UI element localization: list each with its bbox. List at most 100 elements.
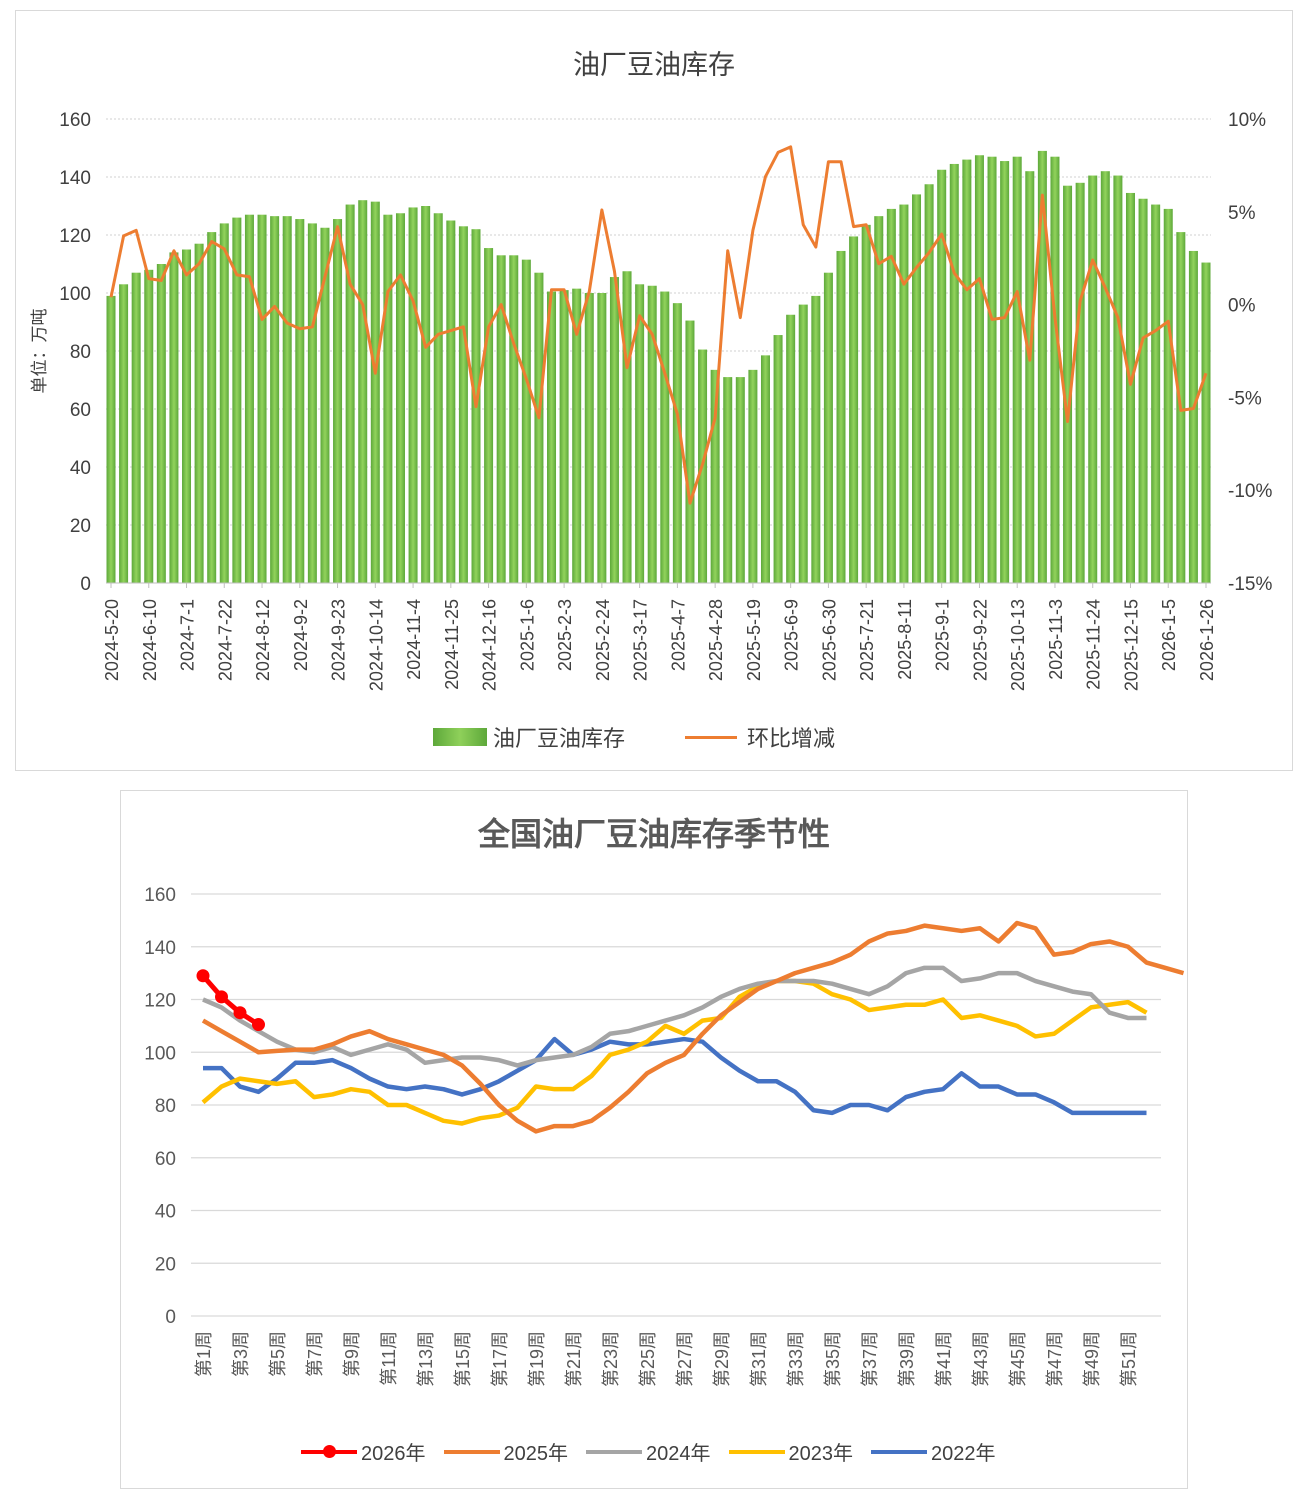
bar [509,255,519,584]
legend-swatch [586,1449,642,1454]
bar [622,271,632,583]
bar [106,295,116,583]
bar [647,285,657,583]
bar [849,236,859,583]
y2-tick-label: -10% [1228,481,1272,502]
inventory-chart-plot: 0 20 40 60 80 100 120 140 160 -15% -10% -5% 0% 5% 10% 单… [30,110,1272,691]
x-tick-label: 第27周 [675,1331,695,1387]
x-tick-label: 2024-9-2 [291,599,311,671]
x-tick-label: 第19周 [527,1331,547,1387]
bar [244,214,254,583]
bar [219,223,229,583]
x-tick-label: 2026-1-5 [1159,599,1179,671]
data-point [196,969,210,983]
legend-label: 2025年 [503,1443,569,1465]
legend-label: 2023年 [788,1443,854,1465]
bar [987,156,997,583]
bar [584,293,594,583]
y-tick-label: 20 [70,516,91,537]
bar [559,290,569,583]
legend-label: 环比增减 [747,726,836,751]
bar [912,194,922,583]
bar [119,284,129,583]
bar [358,200,368,583]
bar [773,335,783,583]
x-tick-label: 2024-6-10 [140,599,160,681]
x-tick-label: 2025-9-1 [933,599,953,671]
series-line-2026 [201,974,260,1027]
x-tick-label: 第25周 [638,1331,658,1387]
series-line-2025 [201,920,1185,1134]
bar [433,213,443,583]
y-axis-title: 单位：万吨 [30,309,49,394]
y-tick-label: 100 [144,1043,176,1064]
bar [1125,192,1135,583]
bar [1000,161,1010,584]
bar [370,201,380,583]
y2-tick-label: 5% [1228,203,1256,224]
legend-item: 2026年 [301,1437,426,1466]
x-tick-label: 2024-9-23 [329,599,349,681]
series-line-2024 [202,965,1147,1068]
bar [735,377,745,583]
y-tick-label: 120 [59,226,91,247]
y-tick-label: 40 [70,458,91,479]
x-tick-label: 第17周 [490,1331,510,1387]
legend-label: 油厂豆油库存 [493,726,626,751]
x-tick-label: 2025-8-11 [895,599,915,680]
bar [182,249,192,583]
bar [383,214,393,583]
seasonal-chart-panel: 全国油厂豆油库存季节性 0 20 40 60 80 100 120 140 160 第1周 第3周第… [120,790,1188,1489]
bar [886,208,896,583]
legend-item: 2025年 [443,1437,569,1466]
bar [609,277,619,583]
x-tick-label: 第45周 [1008,1331,1028,1387]
bar [937,169,947,583]
bar [320,227,330,583]
x-tick-label: 2025-2-3 [555,599,575,671]
legend-bar-swatch [433,728,487,746]
bar [660,291,670,583]
bar [823,272,833,583]
bar [194,243,204,583]
x-tick-label: 第13周 [416,1331,436,1387]
bar [811,295,821,583]
x-tick-label: 第37周 [860,1331,880,1387]
x-tick-label: 2025-1-6 [517,599,537,671]
x-tick-label: 2025-11-3 [1046,599,1066,680]
x-tick-label: 2025-7-21 [857,599,877,681]
legend-swatch [728,1449,785,1454]
x-tick-label: 2024-10-14 [366,599,386,691]
bar [484,248,494,584]
bar [282,216,292,583]
bar [156,264,166,583]
legend-item: 2024年 [586,1437,711,1466]
bar [924,184,934,583]
y-tick-label: 0 [80,574,91,595]
x-tick-label: 2025-4-7 [668,599,688,671]
bar [1113,175,1123,584]
bar [1025,171,1035,583]
bar [597,293,607,583]
y-tick-label: 60 [70,400,91,421]
x-tick-label: 第1周 [194,1331,214,1377]
bar [748,369,758,583]
data-point [252,1018,265,1032]
x-tick-label: 2025-12-15 [1121,599,1141,691]
x-tick-label: 第47周 [1045,1331,1065,1387]
legend-label: 2022年 [931,1443,996,1465]
bar [723,377,733,583]
bar [572,288,582,583]
y2-tick-label: 0% [1228,296,1256,317]
x-tick-label: 第49周 [1082,1331,1102,1387]
x-tick-label: 第11周 [379,1331,399,1386]
legend-item-change: 环比增减 [685,721,835,753]
bar [786,314,796,583]
bar [547,291,557,583]
bar [710,369,720,583]
bar [635,284,645,583]
legend-label: 2026年 [361,1443,426,1465]
bar [1188,250,1198,583]
x-tick-label: 第43周 [971,1331,991,1387]
bar [421,206,431,583]
